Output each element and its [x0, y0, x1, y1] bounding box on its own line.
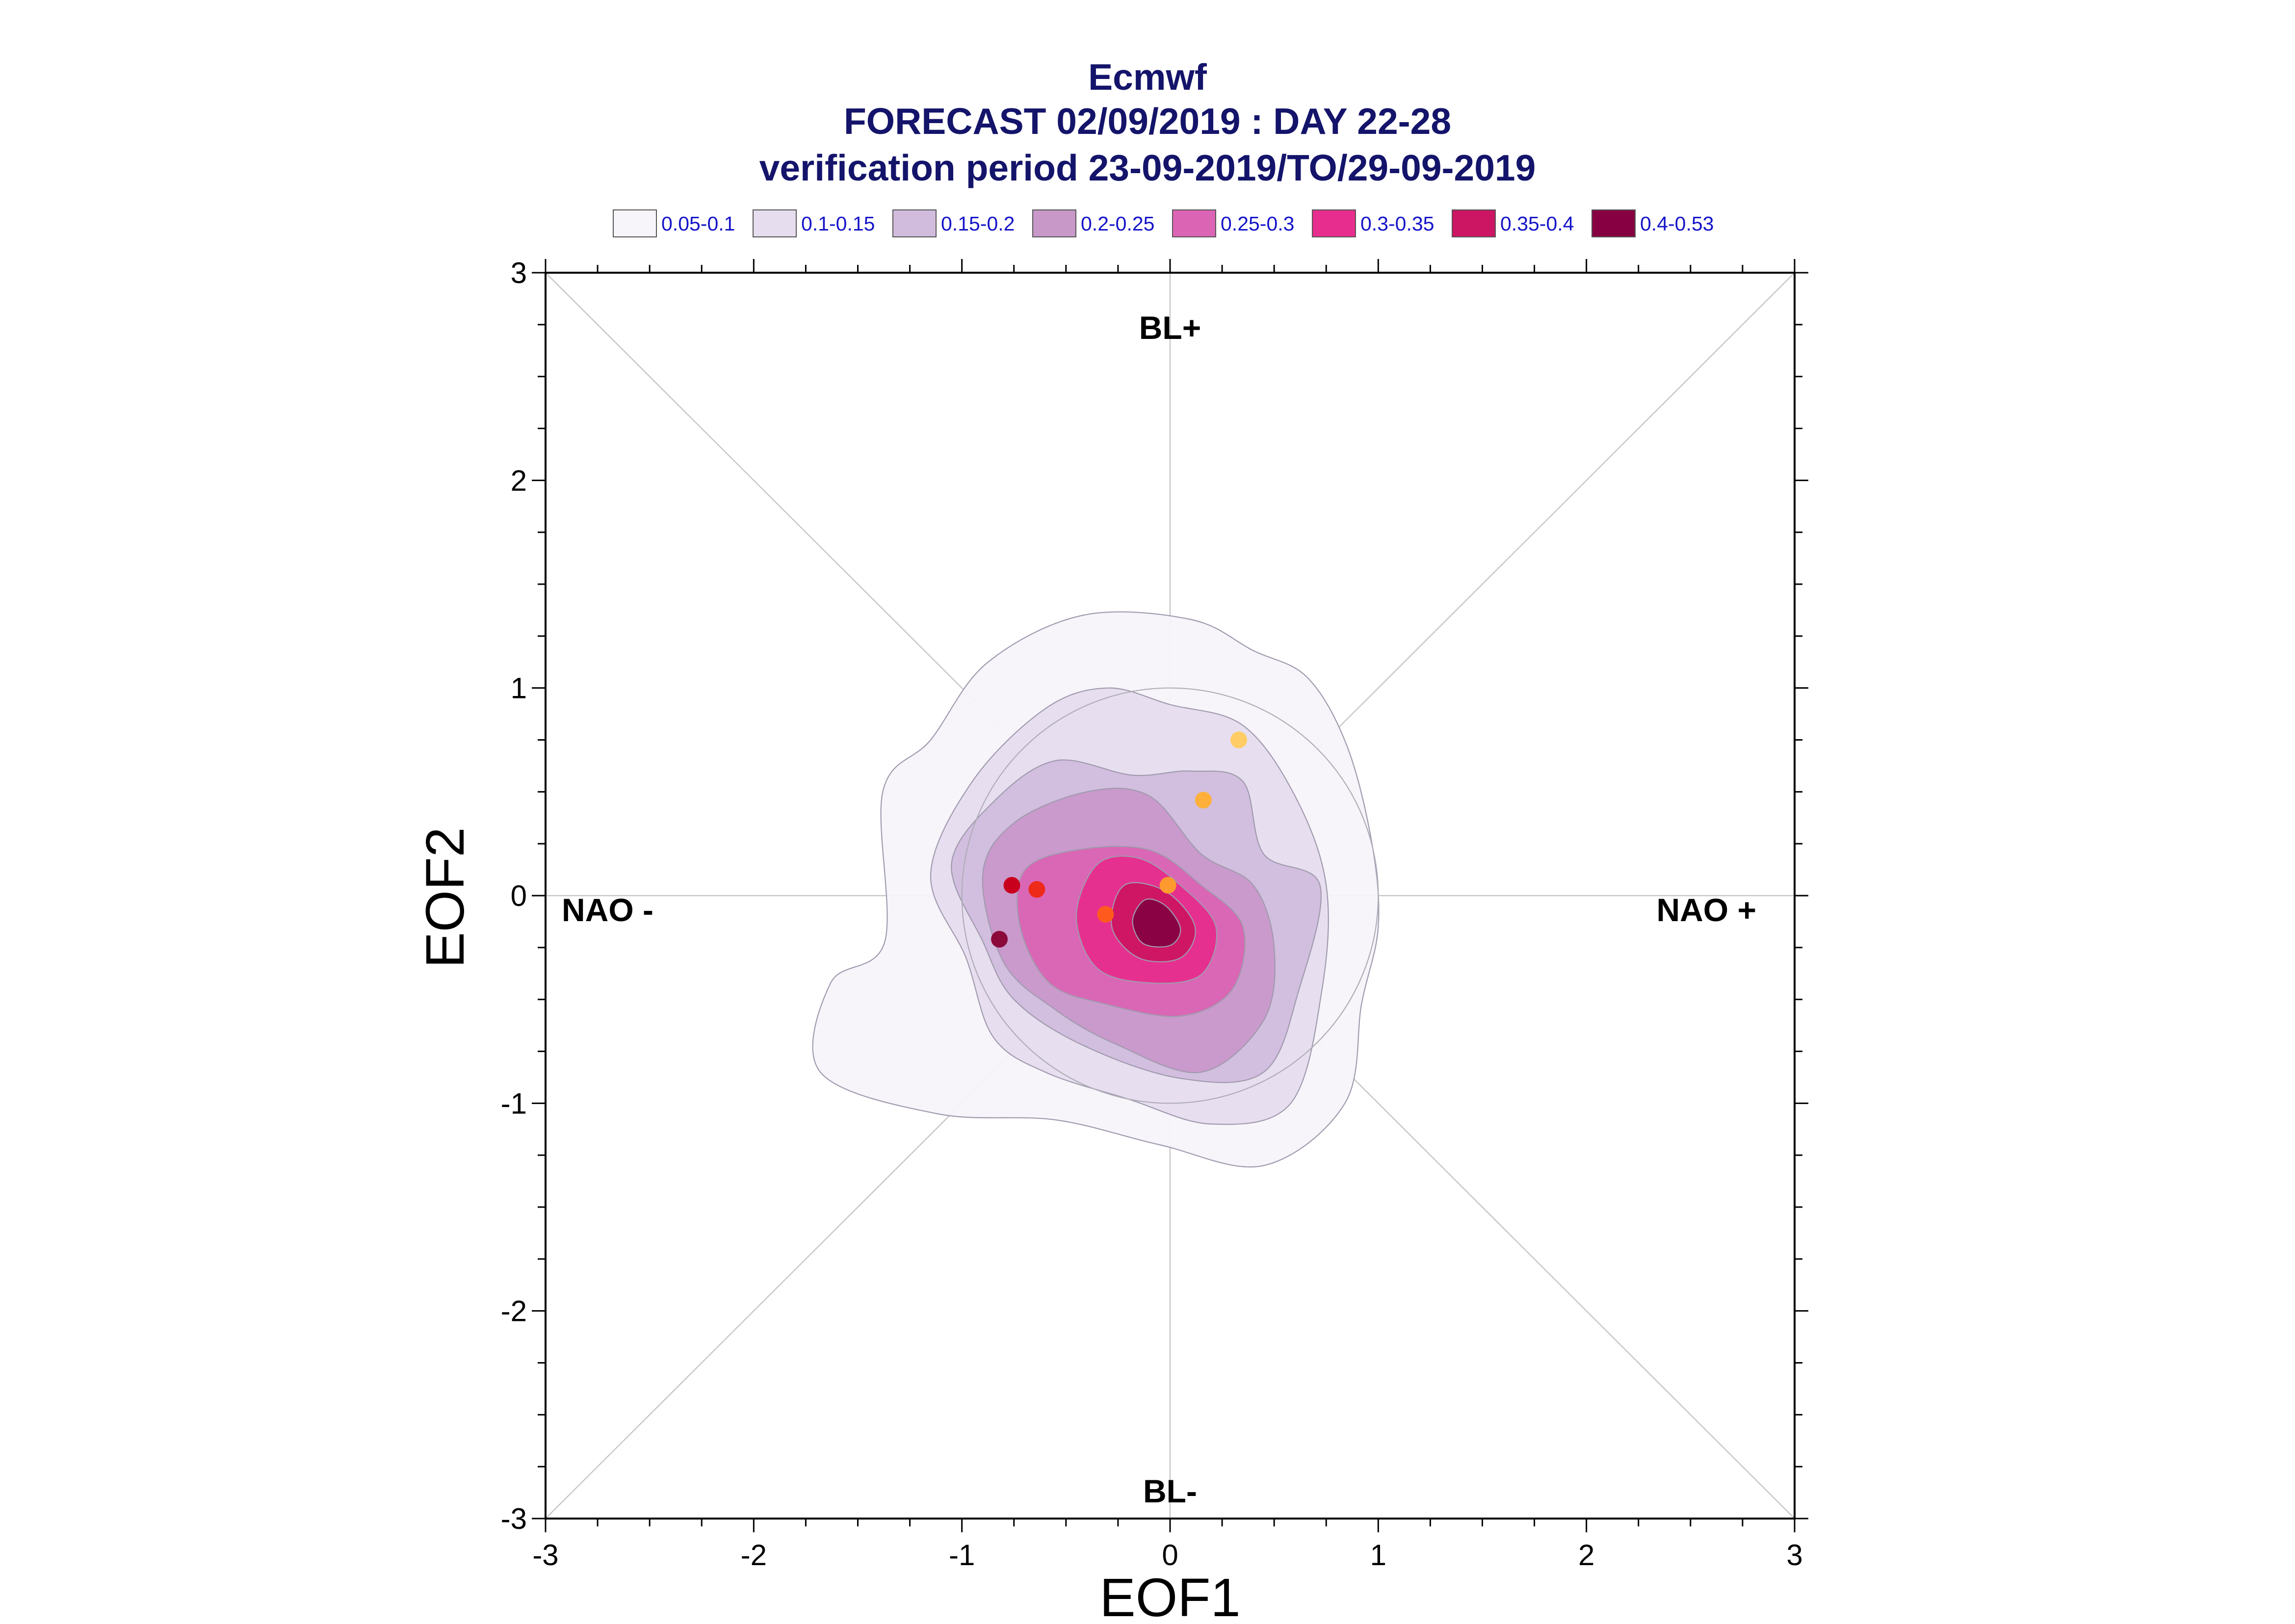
x-tick-label: -3: [532, 1539, 558, 1572]
chart-title-line-3: verification period 23-09-2019/TO/29-09-…: [759, 147, 1536, 188]
legend-swatch: [892, 209, 937, 237]
x-tick-label: 0: [1162, 1539, 1178, 1572]
legend-swatch: [1591, 209, 1636, 237]
legend: 0.05-0.1 0.1-0.15 0.15-0.2 0.2-0.25 0.25-0.3…: [613, 209, 1714, 237]
data-point: [1097, 906, 1114, 923]
legend-label: 0.35-0.4: [1500, 212, 1574, 235]
x-axis-title: EOF1: [1099, 1568, 1240, 1624]
chart-title-line-1: Ecmwf: [1088, 56, 1207, 98]
legend-label: 0.1-0.15: [801, 212, 875, 235]
legend-swatch: [1032, 209, 1076, 237]
y-tick-label: 1: [511, 672, 527, 705]
y-tick-label: -1: [501, 1087, 527, 1120]
data-point: [1195, 792, 1212, 809]
y-axis-title: EOF2: [415, 827, 475, 968]
data-points: [991, 731, 1248, 948]
y-tick-label: -3: [501, 1502, 527, 1535]
axis-ticks: -3 -2 -1 0 1 2 3 -3 -2 -1 0 1 2 3: [501, 257, 1808, 1572]
label-bl-minus: BL-: [1143, 1473, 1197, 1509]
legend-label: 0.2-0.25: [1081, 212, 1154, 235]
data-point: [1159, 876, 1176, 894]
x-tick-label: -2: [741, 1539, 767, 1572]
x-tick-label: 2: [1578, 1539, 1594, 1572]
legend-label: 0.4-0.53: [1640, 212, 1714, 235]
legend-swatch: [753, 209, 797, 237]
data-point: [1230, 731, 1248, 748]
legend-label: 0.3-0.35: [1360, 212, 1434, 235]
x-tick-label: 3: [1786, 1539, 1802, 1572]
legend-label: 0.15-0.2: [941, 212, 1015, 235]
chart-title-line-2: FORECAST 02/09/2019 : DAY 22-28: [843, 101, 1452, 142]
legend-label: 0.25-0.3: [1221, 212, 1294, 235]
unit-circle: [961, 687, 1379, 1104]
label-nao-minus: NAO -: [562, 892, 653, 928]
legend-swatch: [613, 209, 657, 237]
legend-label: 0.05-0.1: [661, 212, 735, 235]
data-point: [1003, 876, 1020, 894]
legend-swatch: [1172, 209, 1216, 237]
label-bl-plus: BL+: [1139, 309, 1201, 346]
legend-swatch: [1452, 209, 1496, 237]
data-point: [1028, 881, 1045, 898]
y-tick-label: 0: [511, 879, 527, 912]
x-tick-label: 1: [1370, 1539, 1386, 1572]
y-tick-label: 2: [511, 464, 527, 497]
label-nao-plus: NAO +: [1656, 892, 1756, 928]
density-contours: [812, 611, 1380, 1168]
density-contour: [1132, 898, 1181, 948]
data-point: [991, 930, 1008, 948]
x-tick-label: -1: [949, 1539, 975, 1572]
y-tick-label: -2: [501, 1295, 527, 1328]
legend-swatch: [1312, 209, 1356, 237]
y-tick-label: 3: [511, 257, 527, 289]
